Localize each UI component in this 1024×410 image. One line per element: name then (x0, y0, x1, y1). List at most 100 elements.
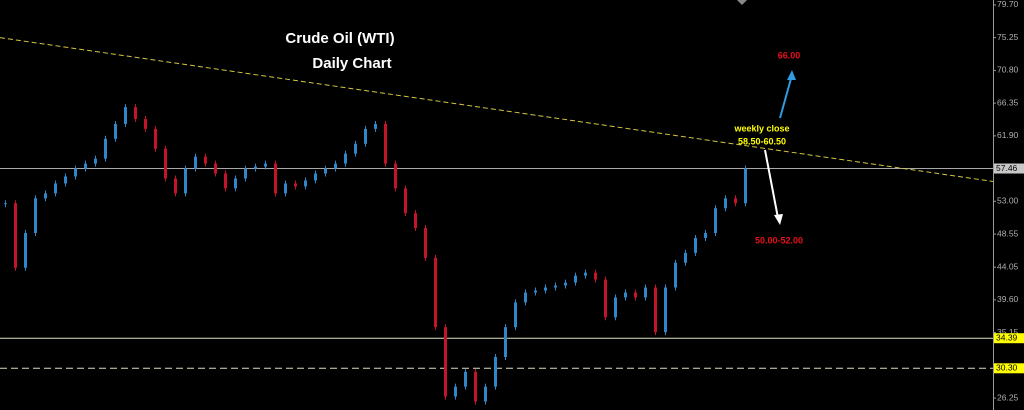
candle (594, 272, 597, 280)
candle (374, 123, 377, 129)
candle (244, 168, 247, 179)
candle (724, 198, 727, 209)
candle (284, 183, 287, 194)
candle (154, 128, 157, 149)
y-tick-label: 48.55 (997, 228, 1019, 238)
candle (124, 107, 127, 124)
candle (454, 386, 457, 397)
candle (14, 203, 17, 268)
candle (54, 183, 57, 194)
annotation: weekly close (733, 123, 789, 133)
candle (364, 128, 367, 144)
candle (264, 163, 267, 167)
candle (734, 198, 737, 204)
chart-subtitle: Daily Chart (312, 55, 391, 72)
y-tick-label: 61.90 (997, 130, 1019, 140)
candle (514, 302, 517, 328)
candle (34, 198, 37, 234)
candle (194, 156, 197, 169)
level-label-bg (994, 333, 1024, 344)
candle (524, 292, 527, 303)
candle (574, 275, 577, 283)
candle (294, 183, 297, 187)
y-tick-label: 26.25 (997, 392, 1019, 402)
candle (324, 168, 327, 174)
candle (704, 233, 707, 238)
candle (414, 213, 417, 229)
y-tick-label: 39.60 (997, 294, 1019, 304)
candle (534, 290, 537, 293)
candle (64, 176, 67, 184)
candle (624, 292, 627, 298)
candle (384, 123, 387, 164)
annotation: 50.00-52.00 (755, 235, 803, 245)
candle (684, 252, 687, 263)
candle (674, 262, 677, 288)
candle (714, 208, 717, 234)
candle (334, 163, 337, 169)
candle (164, 148, 167, 179)
candle (464, 371, 467, 387)
candle (644, 287, 647, 298)
candle (584, 272, 587, 276)
candle (394, 163, 397, 189)
candle (504, 327, 507, 357)
level-label: 30.30 (996, 363, 1018, 373)
y-tick-label: 66.35 (997, 97, 1019, 107)
arrow (764, 149, 779, 219)
marker-triangle (737, 0, 747, 5)
candle (94, 158, 97, 164)
level-label-bg (994, 163, 1024, 174)
annotation: 66.00 (778, 50, 801, 60)
candle (4, 203, 7, 205)
candle (234, 178, 237, 189)
candle (104, 138, 107, 159)
candle (214, 163, 217, 174)
candle (144, 119, 147, 129)
candle (744, 168, 747, 204)
candle (614, 297, 617, 318)
candle (44, 193, 47, 199)
candle (84, 163, 87, 169)
candle (544, 287, 547, 291)
candle (474, 371, 477, 402)
candle (314, 173, 317, 181)
y-tick-label: 44.05 (997, 261, 1019, 271)
candle (484, 386, 487, 402)
candle (434, 257, 437, 328)
candle (274, 163, 277, 194)
candle (304, 180, 307, 187)
candle (174, 178, 177, 194)
annotation: 58.50-60.50 (738, 136, 786, 146)
candle (634, 292, 637, 298)
candle (404, 188, 407, 214)
y-tick-label: 53.00 (997, 196, 1019, 206)
candle (664, 287, 667, 333)
chart-title: Crude Oil (WTI) (285, 30, 394, 47)
trendline (0, 37, 994, 182)
candle (74, 168, 77, 177)
level-label: 57.46 (996, 163, 1018, 173)
candle (134, 107, 137, 120)
candle (24, 233, 27, 268)
candle (224, 173, 227, 189)
candle (694, 237, 697, 253)
candle (604, 279, 607, 318)
arrow-head (774, 214, 783, 225)
y-tick-label: 70.80 (997, 65, 1019, 75)
candle (184, 168, 187, 194)
candle (424, 228, 427, 258)
candle (254, 166, 257, 169)
candle (354, 143, 357, 154)
y-tick-label: 75.25 (997, 32, 1019, 42)
candle (494, 356, 497, 387)
candle (204, 156, 207, 164)
y-tick-label: 35.15 (997, 327, 1019, 337)
candle (344, 153, 347, 164)
candle (564, 282, 567, 286)
candle (444, 327, 447, 397)
